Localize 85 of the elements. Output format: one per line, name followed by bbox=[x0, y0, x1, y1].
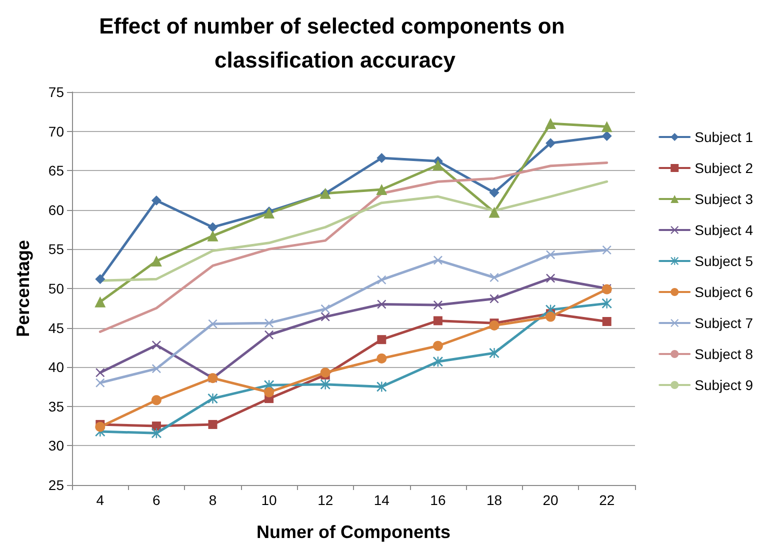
point bbox=[320, 368, 330, 378]
x-tick-label: 12 bbox=[318, 492, 334, 508]
x-axis-title: Numer of Components bbox=[256, 522, 451, 542]
point bbox=[601, 121, 612, 132]
point bbox=[320, 312, 330, 322]
point bbox=[207, 230, 218, 242]
point bbox=[264, 330, 274, 340]
legend-label: Subject 4 bbox=[694, 222, 754, 238]
legend-label: Subject 5 bbox=[694, 253, 754, 269]
point bbox=[433, 256, 442, 265]
point bbox=[488, 206, 500, 218]
x-tick-label: 4 bbox=[96, 492, 104, 508]
point bbox=[377, 275, 386, 284]
point bbox=[376, 153, 387, 164]
point bbox=[96, 378, 105, 388]
point bbox=[376, 353, 387, 364]
y-tick-label: 40 bbox=[48, 359, 64, 376]
y-tick-label: 25 bbox=[48, 477, 64, 493]
point bbox=[208, 394, 218, 404]
point bbox=[95, 422, 106, 432]
legend-label: Subject 9 bbox=[694, 377, 754, 393]
point bbox=[546, 138, 556, 148]
legend-label: Subject 2 bbox=[694, 160, 754, 176]
point bbox=[376, 382, 387, 392]
point bbox=[546, 312, 556, 322]
point bbox=[151, 195, 162, 206]
point bbox=[489, 188, 500, 198]
point bbox=[489, 348, 500, 358]
point bbox=[264, 387, 274, 398]
point bbox=[602, 298, 612, 308]
y-axis-title: Percentage bbox=[13, 240, 33, 338]
point bbox=[602, 317, 612, 326]
point bbox=[602, 131, 612, 142]
point bbox=[150, 255, 162, 266]
legend-label: Subject 8 bbox=[694, 346, 754, 362]
point bbox=[208, 319, 218, 328]
point bbox=[377, 335, 386, 344]
point bbox=[546, 274, 556, 283]
point bbox=[433, 316, 442, 326]
y-tick-label: 55 bbox=[48, 241, 64, 258]
x-tick-label: 22 bbox=[599, 492, 615, 508]
x-tick-label: 16 bbox=[430, 492, 446, 508]
point bbox=[545, 118, 556, 129]
legend-label: Subject 7 bbox=[694, 315, 754, 331]
point bbox=[490, 272, 499, 282]
point bbox=[264, 208, 275, 219]
legend-label: Subject 6 bbox=[694, 284, 754, 300]
point bbox=[376, 184, 388, 195]
point bbox=[151, 428, 162, 438]
y-tick-label: 50 bbox=[48, 280, 64, 296]
x-tick-label: 20 bbox=[542, 492, 559, 508]
point bbox=[432, 356, 443, 367]
point bbox=[320, 379, 330, 390]
y-tick-label: 60 bbox=[48, 202, 64, 218]
point bbox=[546, 250, 556, 260]
y-tick-label: 70 bbox=[48, 123, 64, 140]
point bbox=[152, 340, 161, 350]
x-tick-label: 6 bbox=[152, 492, 161, 508]
point bbox=[432, 160, 444, 171]
point bbox=[377, 300, 386, 309]
point bbox=[151, 395, 162, 406]
x-tick-label: 18 bbox=[486, 492, 502, 508]
point bbox=[264, 318, 274, 328]
y-tick-label: 45 bbox=[48, 320, 64, 336]
chart-title: Effect of number of selected components on classification accuracy bbox=[99, 14, 571, 72]
y-tick-label: 65 bbox=[48, 162, 64, 179]
point bbox=[208, 222, 218, 232]
y-tick-label: 75 bbox=[48, 84, 64, 100]
point bbox=[208, 420, 218, 429]
x-tick-label: 14 bbox=[374, 492, 390, 508]
x-tick-label: 8 bbox=[208, 492, 217, 508]
point bbox=[489, 320, 500, 330]
point bbox=[94, 296, 106, 308]
point bbox=[152, 364, 161, 374]
point bbox=[602, 245, 612, 254]
point bbox=[96, 368, 105, 378]
point bbox=[320, 304, 330, 314]
legend-label: Subject 3 bbox=[694, 191, 754, 207]
line-series bbox=[98, 161, 608, 333]
y-tick-label: 30 bbox=[48, 438, 64, 454]
x-tick-label: 10 bbox=[261, 492, 278, 508]
y-tick-label: 35 bbox=[48, 398, 64, 414]
point bbox=[95, 274, 106, 284]
legend-label: Subject 1 bbox=[694, 129, 754, 145]
point bbox=[432, 340, 443, 351]
